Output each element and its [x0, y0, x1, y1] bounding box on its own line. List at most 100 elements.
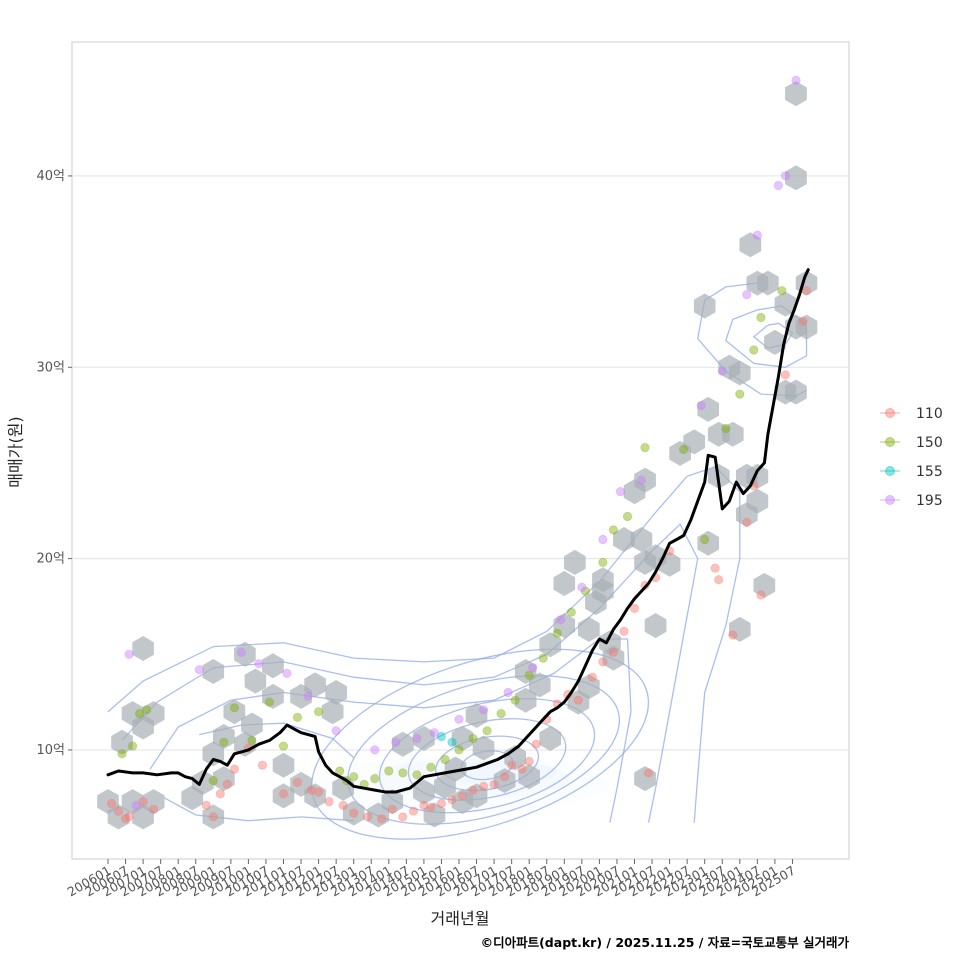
- point-110: [436, 798, 446, 809]
- point-110: [587, 672, 598, 682]
- trend-line: [106, 268, 810, 794]
- y-tick-label: 40억: [36, 169, 65, 184]
- hexbin-cell: [564, 549, 586, 575]
- point-layer: [106, 75, 812, 824]
- point-110: [313, 787, 324, 797]
- point-110: [149, 804, 159, 814]
- point-110: [531, 739, 541, 749]
- hexbin-cell: [739, 232, 762, 258]
- hexbin-cell: [223, 699, 246, 725]
- point-195: [742, 289, 752, 300]
- hexbin-cell: [213, 766, 235, 792]
- hexbin-cell: [213, 724, 235, 749]
- point-195: [577, 582, 587, 592]
- point-150: [264, 697, 275, 707]
- point-110: [489, 779, 499, 790]
- density-contour: [149, 638, 632, 823]
- legend-label-150: 150: [916, 435, 943, 451]
- hexbin-cell: [272, 752, 295, 778]
- point-195: [236, 647, 246, 658]
- point-195: [503, 687, 513, 698]
- point-110: [457, 791, 468, 801]
- point-110: [292, 777, 303, 788]
- point-195: [717, 366, 727, 376]
- plot-panel: [71, 41, 850, 860]
- hexbin-cell: [539, 632, 562, 658]
- hexbin-cell: [423, 802, 446, 828]
- hexbin-cell: [553, 613, 576, 639]
- point-195: [615, 486, 626, 497]
- point-195: [131, 800, 141, 811]
- hexbin-cell: [451, 726, 474, 751]
- point-150: [219, 737, 229, 747]
- hexbin-cell: [262, 653, 284, 679]
- point-110: [517, 764, 527, 774]
- point-150: [608, 525, 619, 535]
- point-110: [338, 800, 348, 811]
- caption: ©디아파트(dapt.kr) / 2025.11.25 / 자료=국토교통부 실…: [481, 935, 850, 950]
- hexbin-cell: [599, 630, 621, 656]
- hexbin-cell: [729, 616, 751, 642]
- point-195: [124, 649, 134, 659]
- point-110: [643, 768, 654, 778]
- hexbin-cell: [578, 674, 600, 700]
- point-110: [408, 806, 418, 816]
- hexbin-cell: [634, 766, 656, 792]
- point-150: [426, 762, 436, 772]
- point-150: [292, 712, 303, 723]
- hexbin-cell: [234, 641, 256, 667]
- point-195: [194, 664, 204, 675]
- point-110: [742, 517, 752, 527]
- point-150: [454, 745, 464, 755]
- hexbin-cell: [142, 789, 165, 815]
- point-110: [728, 630, 738, 640]
- point-110: [113, 806, 124, 816]
- point-195: [303, 691, 313, 702]
- point-110: [306, 785, 317, 795]
- hexbin-cell: [325, 680, 347, 705]
- point-150: [247, 735, 257, 746]
- point-150: [735, 389, 745, 399]
- hexbin-cell: [241, 712, 263, 738]
- hexbin-cell: [262, 683, 284, 709]
- hexbin-cell: [722, 421, 744, 447]
- legend-key-point: [885, 408, 895, 418]
- point-155: [436, 731, 446, 742]
- point-110: [619, 626, 629, 636]
- point-150: [510, 695, 520, 705]
- hexbin-cell: [272, 783, 295, 809]
- point-195: [331, 726, 341, 736]
- point-150: [384, 766, 394, 776]
- point-110: [257, 760, 267, 770]
- point-110: [573, 695, 583, 705]
- hexbin-cell: [413, 726, 435, 751]
- hexbin-cell: [592, 567, 614, 593]
- hexbin-cell: [304, 672, 326, 698]
- hexbin-cell: [795, 314, 818, 340]
- legend-key-point: [885, 437, 895, 447]
- point-150: [756, 312, 766, 323]
- point-110: [629, 603, 640, 614]
- point-150: [370, 773, 380, 784]
- point-110: [222, 779, 232, 790]
- hexbin-cell: [304, 783, 326, 809]
- point-110: [608, 647, 619, 658]
- point-110: [106, 798, 117, 809]
- point-150: [208, 775, 218, 786]
- hexbin-cell: [444, 756, 467, 782]
- point-195: [478, 705, 489, 715]
- point-150: [700, 534, 710, 545]
- point-110: [138, 796, 148, 807]
- point-150: [622, 511, 633, 522]
- legend-key-point: [885, 495, 895, 505]
- point-150: [412, 770, 422, 780]
- point-195: [752, 230, 763, 240]
- point-110: [426, 802, 436, 812]
- point-195: [370, 745, 380, 755]
- point-110: [201, 800, 211, 811]
- hexbin-cell: [528, 672, 551, 698]
- point-195: [773, 180, 784, 191]
- point-150: [552, 628, 562, 638]
- point-150: [598, 557, 608, 568]
- point-110: [124, 812, 134, 822]
